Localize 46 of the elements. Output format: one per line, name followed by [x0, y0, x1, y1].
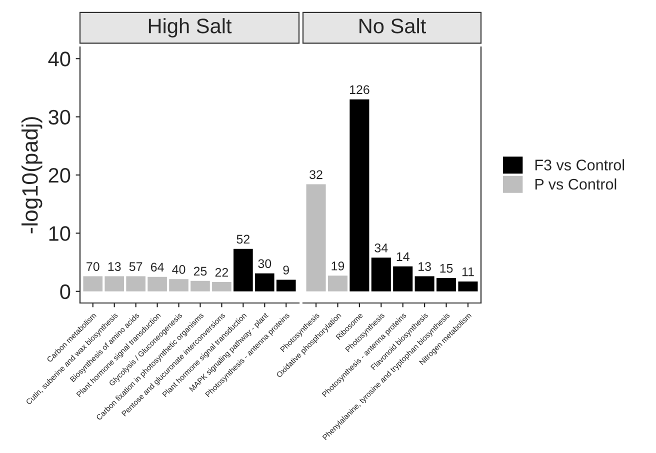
bar	[148, 276, 167, 292]
bar	[212, 282, 232, 292]
bar	[276, 280, 296, 292]
annotation: 52	[236, 234, 250, 244]
bar	[328, 276, 348, 292]
annotation: 19	[332, 262, 344, 270]
bar	[83, 276, 103, 292]
y-tick-label: 40	[48, 52, 70, 66]
y-tick-label: 30	[48, 110, 70, 125]
annotation: 15	[440, 264, 453, 273]
bar	[458, 281, 478, 292]
bar	[234, 248, 253, 292]
legend-label: F3 vs Control	[535, 159, 624, 170]
chart-title: High Salt	[148, 18, 232, 38]
y-tick-label: 0	[60, 284, 70, 300]
bar	[393, 266, 413, 292]
bar	[350, 99, 370, 292]
annotation: 126	[350, 85, 370, 94]
annotation: 70	[86, 262, 100, 271]
annotation: 30	[258, 259, 272, 268]
annotation: 57	[129, 262, 142, 271]
annotation: 14	[396, 252, 410, 261]
bar	[169, 279, 188, 292]
bar	[414, 276, 434, 292]
bar	[254, 273, 274, 292]
legend-label: P vs Control	[535, 178, 616, 190]
annotation: 9	[283, 266, 289, 274]
bar	[104, 276, 124, 292]
annotation: 11	[462, 268, 474, 276]
bar	[306, 184, 326, 292]
y-tick-label: 20	[48, 168, 70, 183]
annotation: 22	[215, 268, 228, 277]
annotation: 13	[418, 262, 431, 271]
annotation: 64	[150, 262, 164, 272]
annotation: 32	[310, 170, 322, 180]
bar	[126, 276, 146, 292]
annotation: 40	[172, 265, 186, 274]
bar	[436, 278, 456, 292]
chart-title: No Salt	[360, 18, 426, 34]
y-axis-title: -log10(padj)	[22, 117, 42, 234]
bar	[371, 258, 391, 292]
annotation: 34	[374, 244, 388, 252]
bar	[190, 280, 210, 292]
annotation: 13	[108, 262, 121, 271]
y-tick-label: 10	[49, 226, 70, 241]
annotation: 25	[194, 266, 207, 276]
